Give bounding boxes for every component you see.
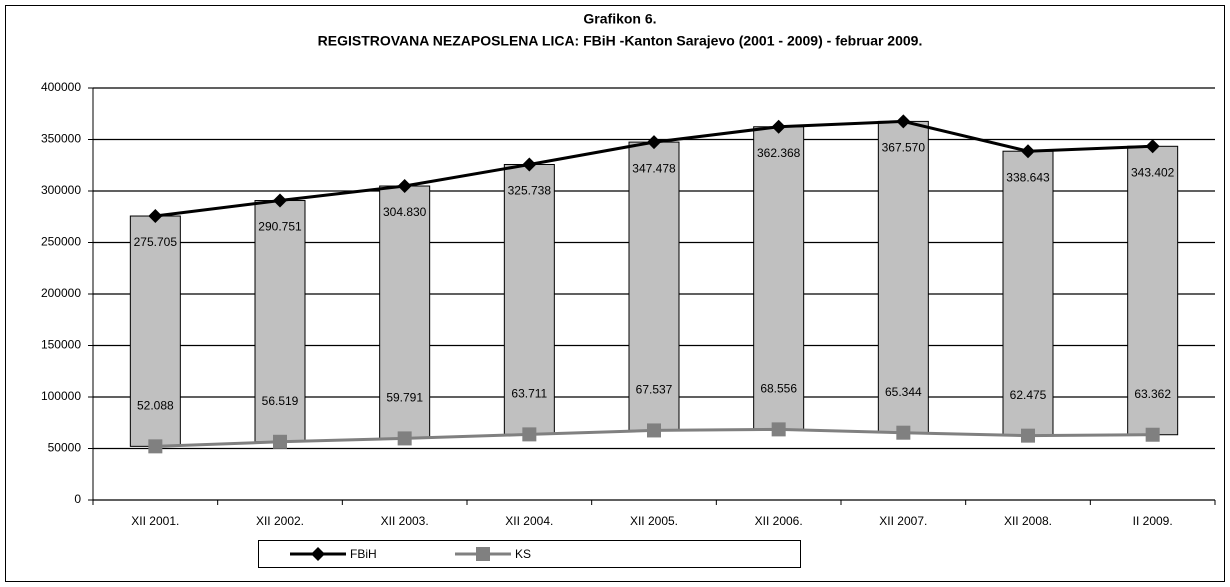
marker (771, 422, 786, 437)
data-label: 367.570 (882, 141, 926, 155)
marker (273, 434, 287, 449)
y-tick-label: 300000 (41, 183, 81, 197)
y-tick-label: 350000 (41, 132, 81, 146)
chart-title: Grafikon 6. (583, 11, 656, 27)
high-low-bar (254, 200, 306, 443)
marker (311, 547, 325, 561)
marker (148, 439, 163, 454)
high-low-bar (503, 163, 555, 435)
high-low-bar (129, 215, 181, 447)
y-tick-label: 150000 (41, 338, 81, 352)
data-label: 63.362 (1134, 387, 1171, 401)
x-tick-label: XII 2006. (755, 514, 803, 528)
data-label: 275.705 (134, 235, 178, 249)
y-tick-label: 50000 (48, 441, 82, 455)
data-label: 68.556 (760, 382, 797, 396)
marker (1145, 427, 1160, 442)
data-label: 63.711 (511, 387, 547, 401)
marker (397, 179, 412, 194)
high-low-bar (1002, 150, 1054, 437)
high-low-bar (877, 120, 929, 434)
high-low-bar (1127, 145, 1179, 436)
x-tick-label: XII 2008. (1004, 514, 1052, 528)
legend-box (258, 540, 801, 568)
y-tick-label: 400000 (41, 80, 81, 94)
marker (476, 547, 490, 561)
data-label: 347.478 (632, 161, 676, 175)
marker (647, 135, 661, 150)
x-tick-label: XII 2001. (131, 514, 179, 528)
data-label: 325.738 (508, 184, 552, 198)
data-label: 338.643 (1006, 170, 1050, 184)
x-tick-label: XII 2005. (630, 514, 678, 528)
high-low-bar (628, 141, 680, 431)
x-tick-label: II 2009. (1133, 514, 1173, 528)
data-label: 67.537 (636, 383, 673, 397)
marker (397, 431, 412, 446)
y-tick-label: 200000 (41, 286, 81, 300)
y-tick-label: 0 (74, 492, 81, 506)
data-label: 52.088 (137, 399, 174, 413)
marker (522, 427, 537, 442)
data-label: 59.791 (386, 391, 423, 405)
marker (1021, 428, 1035, 443)
data-label: 56.519 (262, 394, 299, 408)
marker (771, 119, 786, 134)
data-label: 304.830 (383, 205, 427, 219)
marker (148, 209, 163, 224)
data-label: 62.475 (1010, 388, 1047, 402)
y-tick-label: 100000 (41, 389, 81, 403)
x-tick-label: XII 2004. (505, 514, 553, 528)
data-label: 343.402 (1131, 165, 1175, 179)
y-tick-label: 250000 (41, 235, 81, 249)
marker (1145, 139, 1160, 154)
chart-subtitle: REGISTROVANA NEZAPOSLENA LICA: FBiH -Kan… (318, 33, 923, 49)
marker (896, 425, 911, 440)
x-tick-label: XII 2007. (879, 514, 927, 528)
data-label: 290.751 (258, 220, 302, 234)
marker (522, 157, 537, 172)
x-tick-label: XII 2002. (256, 514, 304, 528)
data-label: 362.368 (757, 146, 801, 160)
marker (647, 423, 661, 438)
x-tick-label: XII 2003. (381, 514, 429, 528)
legend-label: FBiH (350, 547, 377, 561)
marker (273, 193, 287, 208)
marker (896, 114, 911, 129)
legend-label: KS (515, 547, 531, 561)
data-label: 65.344 (885, 385, 922, 399)
marker (1021, 144, 1035, 159)
